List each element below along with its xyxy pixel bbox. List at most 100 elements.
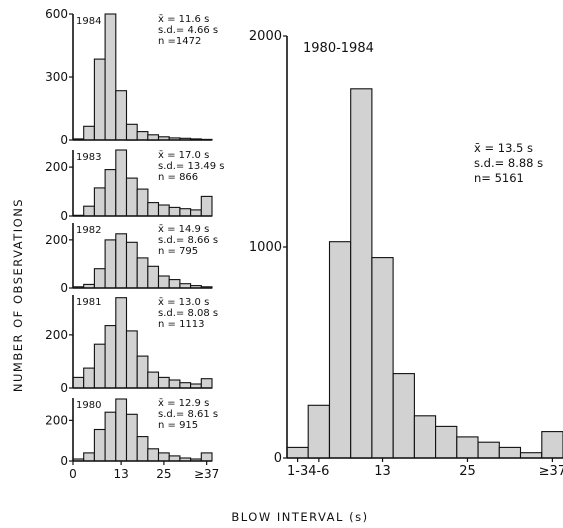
bar-28-30 xyxy=(168,206,181,217)
stat-sd: s.d.= 13.49 s xyxy=(158,161,225,172)
bar-4-6 xyxy=(83,125,95,141)
y-tick-label: 1000 xyxy=(249,240,282,255)
bar->=37 xyxy=(200,195,213,217)
y-tick-label: 0 xyxy=(60,454,68,468)
x-tick-label: ≥37 xyxy=(194,467,219,481)
bar-16-18 xyxy=(125,123,138,141)
y-tick-label: 200 xyxy=(45,233,68,247)
x-tick-label: 4-6 xyxy=(308,464,329,479)
bar-4-6 xyxy=(83,205,95,217)
stat-sd: s.d.= 8.61 s xyxy=(158,409,218,420)
panel-1980-1984: 0 1000 2000 1-3 4-6 13 25 ≥37 1980-1984 x̄ = 13.5… xyxy=(249,29,563,479)
bar-19-21 xyxy=(136,355,149,389)
bar-10-12 xyxy=(104,411,117,462)
y-tick-label: 200 xyxy=(45,160,68,174)
bar-19-21 xyxy=(413,415,437,459)
bar-25-27 xyxy=(157,275,170,289)
y-tick-label: 0 xyxy=(60,209,68,223)
stat-n: n = 795 xyxy=(158,246,198,257)
panel-1983: 0 200 1983 x̄ = 17.0 ss.d.= 13.49 sn = 866 xyxy=(45,149,225,223)
bar-13-15 xyxy=(371,257,394,459)
bar-31-33 xyxy=(179,208,192,217)
stat-n: n = 1113 xyxy=(158,319,205,330)
bar-28-30 xyxy=(168,379,181,389)
y-tick-label: 0 xyxy=(274,451,282,466)
bar-28-30 xyxy=(477,441,500,459)
bar-34-36 xyxy=(190,209,202,217)
bar-16-18 xyxy=(392,373,415,459)
bar-22-24 xyxy=(147,202,160,217)
stat-sd: s.d.= 4.66 s xyxy=(158,25,218,36)
y-tick-label: 200 xyxy=(45,328,68,342)
bar-10-12 xyxy=(104,325,117,389)
bar-19-21 xyxy=(136,188,149,217)
x-tick-label: 13 xyxy=(374,464,391,479)
bar-1-3 xyxy=(72,376,85,389)
bar-31-33 xyxy=(498,446,522,459)
bar-19-21 xyxy=(136,131,149,141)
bar-25-27 xyxy=(157,204,170,217)
y-axis-label: NUMBER OF OBSERVATIONS xyxy=(11,198,25,392)
bar->=37 xyxy=(200,452,213,462)
stat-mean: x̄ = 11.6 s xyxy=(158,14,209,25)
stat-n: n =1472 xyxy=(158,36,201,47)
x-tick-label: 1-3 xyxy=(287,464,308,479)
y-tick-label: 0 xyxy=(60,133,68,147)
bar-28-30 xyxy=(168,279,181,289)
bar-22-24 xyxy=(435,425,458,459)
stat-mean: x̄ = 13.5 s xyxy=(474,141,533,155)
bar-4-6 xyxy=(83,367,95,389)
x-tick-label: ≥37 xyxy=(539,464,563,479)
bar-16-18 xyxy=(125,241,138,289)
bar->=37 xyxy=(541,431,563,459)
bar-7-9 xyxy=(93,343,106,389)
bar-16-18 xyxy=(125,330,138,389)
y-tick-label: 2000 xyxy=(249,29,282,44)
bar-7-9 xyxy=(93,187,106,217)
bar-1-3 xyxy=(286,446,309,459)
chart-layer: 0 300 600 1984 x̄ = 11.6 ss.d.= 4.66 sn =147… xyxy=(45,7,563,481)
x-axis-label: BLOW INTERVAL (s) xyxy=(231,510,368,524)
bar-4-6 xyxy=(83,452,95,462)
stat-mean: x̄ = 14.9 s xyxy=(158,224,209,235)
stat-mean: x̄ = 12.9 s xyxy=(158,398,209,409)
bar-7-9 xyxy=(93,58,106,141)
y-tick-label: 0 xyxy=(60,281,68,295)
y-tick-label: 600 xyxy=(45,7,68,21)
bar-13-15 xyxy=(115,233,128,289)
bar-13-15 xyxy=(115,90,128,141)
bar-10-12 xyxy=(350,88,373,459)
stat-mean: x̄ = 13.0 s xyxy=(158,297,209,308)
stat-sd: s.d.= 8.08 s xyxy=(158,308,218,319)
panel-1982: 0 200 1982 x̄ = 14.9 ss.d.= 8.66 sn = 795 xyxy=(45,223,218,295)
y-tick-label: 0 xyxy=(60,381,68,395)
bar-4-6 xyxy=(307,404,330,459)
panel-year-label: 1983 xyxy=(76,152,101,163)
panel-1984: 0 300 600 1984 x̄ = 11.6 ss.d.= 4.66 sn =147… xyxy=(45,7,218,147)
panel-1980: 0 200 0 13 25 ≥37 1980 x̄ = 12.9 ss.d.= 8.61 sn… xyxy=(45,398,219,481)
bar-25-27 xyxy=(456,436,479,459)
bar-10-12 xyxy=(104,169,117,217)
bar-22-24 xyxy=(147,265,160,289)
panel-title: 1980-1984 xyxy=(303,41,374,56)
x-tick-label: 25 xyxy=(156,467,171,481)
bar-19-21 xyxy=(136,436,149,462)
bar-22-24 xyxy=(147,371,160,389)
stat-n: n = 915 xyxy=(158,420,198,431)
bar->=37 xyxy=(200,378,213,389)
y-tick-label: 300 xyxy=(45,70,68,84)
x-tick-label: 0 xyxy=(69,467,77,481)
bar-13-15 xyxy=(115,398,128,462)
panel-1981: 0 200 1981 x̄ = 13.0 ss.d.= 8.08 sn = 1113 xyxy=(45,295,218,395)
bar-10-12 xyxy=(104,13,117,141)
stat-n: n = 866 xyxy=(158,172,198,183)
bar-7-9 xyxy=(328,241,352,459)
stat-mean: x̄ = 17.0 s xyxy=(158,150,209,161)
stat-n: n= 5161 xyxy=(474,171,524,185)
x-tick-label: 13 xyxy=(113,467,128,481)
bar-16-18 xyxy=(125,413,138,462)
stat-sd: s.d.= 8.66 s xyxy=(158,235,218,246)
bar-25-27 xyxy=(157,452,170,462)
bar-13-15 xyxy=(115,297,128,389)
